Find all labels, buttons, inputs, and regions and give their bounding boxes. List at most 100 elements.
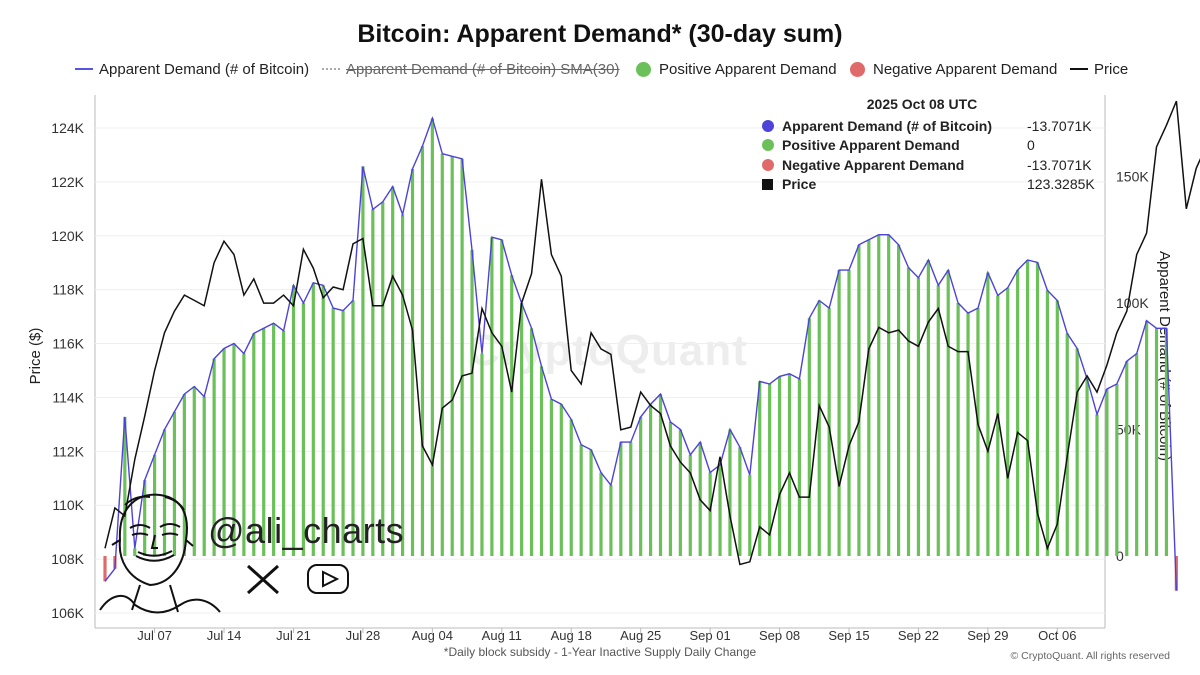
positive-demand-bar (837, 270, 841, 556)
positive-demand-bar (1164, 328, 1169, 556)
tooltip-dot-icon (762, 158, 774, 171)
positive-demand-bar (153, 454, 157, 556)
legend-label-price: Price (1094, 60, 1129, 78)
positive-demand-bar (579, 444, 583, 556)
tooltip-value: 0 (1027, 137, 1035, 154)
data-tooltip: 2025 Oct 08 UTC Apparent Demand (# of Bi… (762, 96, 1102, 194)
tooltip-row-positive: Positive Apparent Demand 0 (762, 136, 1102, 156)
positive-demand-bar (609, 485, 613, 556)
legend-item-apparent-demand[interactable]: Apparent Demand (# of Bitcoin) (75, 58, 309, 80)
positive-demand-bar (391, 186, 395, 556)
positive-demand-bar (906, 267, 911, 556)
positive-demand-bar (222, 348, 226, 556)
legend-item-negative[interactable]: Negative Apparent Demand (850, 58, 1057, 80)
positive-demand-bar (549, 399, 553, 556)
footnote: *Daily block subsidy - 1-Year Inactive S… (443, 645, 757, 659)
legend-dot-icon (636, 61, 651, 77)
positive-demand-bar (916, 277, 921, 556)
y-tick-label-left: 110K (52, 497, 84, 513)
y-tick-label-left: 124K (51, 120, 84, 136)
legend-item-positive[interactable]: Positive Apparent Demand (636, 58, 837, 80)
x-tick-label: Aug 25 (620, 628, 661, 643)
positive-demand-bar (1125, 361, 1129, 556)
legend-label-negative: Negative Apparent Demand (873, 60, 1058, 78)
positive-demand-bar (311, 282, 315, 556)
positive-demand-bar (1016, 270, 1020, 556)
positive-demand-bar (331, 308, 335, 556)
positive-demand-bar (599, 472, 603, 556)
positive-demand-bar (510, 275, 514, 556)
positive-demand-bar (341, 310, 345, 556)
y-tick-label-right: 100K (1116, 295, 1149, 311)
positive-demand-bar (1095, 414, 1099, 556)
positive-demand-bar (460, 158, 464, 557)
positive-demand-bar (887, 234, 891, 556)
author-avatar-sketch (99, 493, 221, 614)
positive-demand-bar (738, 447, 742, 556)
positive-demand-bar (569, 419, 573, 556)
positive-demand-bar (649, 404, 653, 556)
legend-item-price[interactable]: Price (1070, 58, 1128, 80)
positive-demand-bar (797, 378, 801, 556)
x-tick-label: Aug 11 (482, 628, 522, 643)
x-tick-label: Sep 08 (759, 628, 800, 643)
tooltip-value: -13.7071K (1027, 156, 1092, 173)
positive-demand-bar (490, 237, 494, 556)
positive-demand-bar (956, 303, 960, 556)
positive-demand-bar (748, 475, 752, 556)
positive-demand-bar (1055, 300, 1059, 556)
positive-demand-bar (410, 168, 415, 556)
y-tick-label-left: 114K (52, 389, 84, 405)
legend-line-icon (75, 68, 93, 70)
positive-demand-bar (291, 285, 296, 556)
positive-demand-bar (639, 416, 643, 556)
positive-demand-bar (529, 328, 534, 556)
positive-demand-bar (1006, 287, 1010, 556)
positive-demand-bar (172, 411, 177, 556)
x-tick-label: Jul 14 (207, 628, 242, 643)
positive-demand-bar (986, 272, 990, 556)
positive-demand-bar (143, 480, 147, 556)
positive-demand-bar (252, 333, 256, 556)
positive-demand-bar (321, 285, 325, 556)
positive-demand-bar (202, 396, 206, 556)
tooltip-dot-icon (762, 119, 774, 132)
x-tick-label: Jul 07 (137, 628, 172, 643)
tooltip-row-negative: Negative Apparent Demand -13.7071K (762, 155, 1102, 175)
positive-demand-bar (133, 548, 137, 556)
positive-demand-bar (1135, 353, 1139, 556)
positive-demand-bar (877, 234, 881, 556)
legend-label-apparent-demand: Apparent Demand (# of Bitcoin) (99, 60, 310, 78)
y-tick-label-left: 118K (52, 282, 84, 298)
x-tick-label: Oct 06 (1038, 628, 1076, 643)
legend-item-sma[interactable]: Apparent Demand (# of Bitcoin) SMA(30) (322, 58, 619, 80)
positive-demand-bar (500, 239, 504, 556)
positive-demand-bar (966, 313, 970, 556)
positive-demand-bar (857, 244, 861, 556)
x-tick-label: Aug 18 (551, 628, 592, 643)
price-line (104, 100, 1200, 566)
tooltip-label: Price (782, 176, 817, 193)
y-axis-title-left: Price ($) (27, 328, 44, 385)
x-tick-label: Sep 22 (898, 628, 939, 643)
tooltip-value: -13.7071K (1027, 117, 1092, 134)
positive-demand-bar (470, 249, 474, 556)
legend-line-icon (1070, 68, 1088, 70)
positive-demand-bar (728, 429, 732, 556)
positive-demand-bar (123, 416, 127, 556)
positive-demand-bar (440, 153, 444, 557)
y-tick-label-right: 150K (1116, 169, 1149, 185)
positive-demand-bar (936, 285, 940, 556)
tooltip-label: Negative Apparent Demand (782, 156, 965, 173)
negative-demand-bar (103, 556, 107, 582)
positive-demand-bar (708, 472, 712, 556)
y-tick-label-left: 122K (51, 174, 84, 190)
positive-demand-bar (401, 214, 405, 556)
positive-demand-bar (1065, 333, 1069, 556)
positive-demand-bar (1025, 259, 1030, 556)
legend-label-positive: Positive Apparent Demand (659, 60, 837, 78)
positive-demand-bar (946, 270, 950, 556)
positive-demand-bar (162, 429, 167, 556)
positive-demand-bar (212, 358, 216, 556)
